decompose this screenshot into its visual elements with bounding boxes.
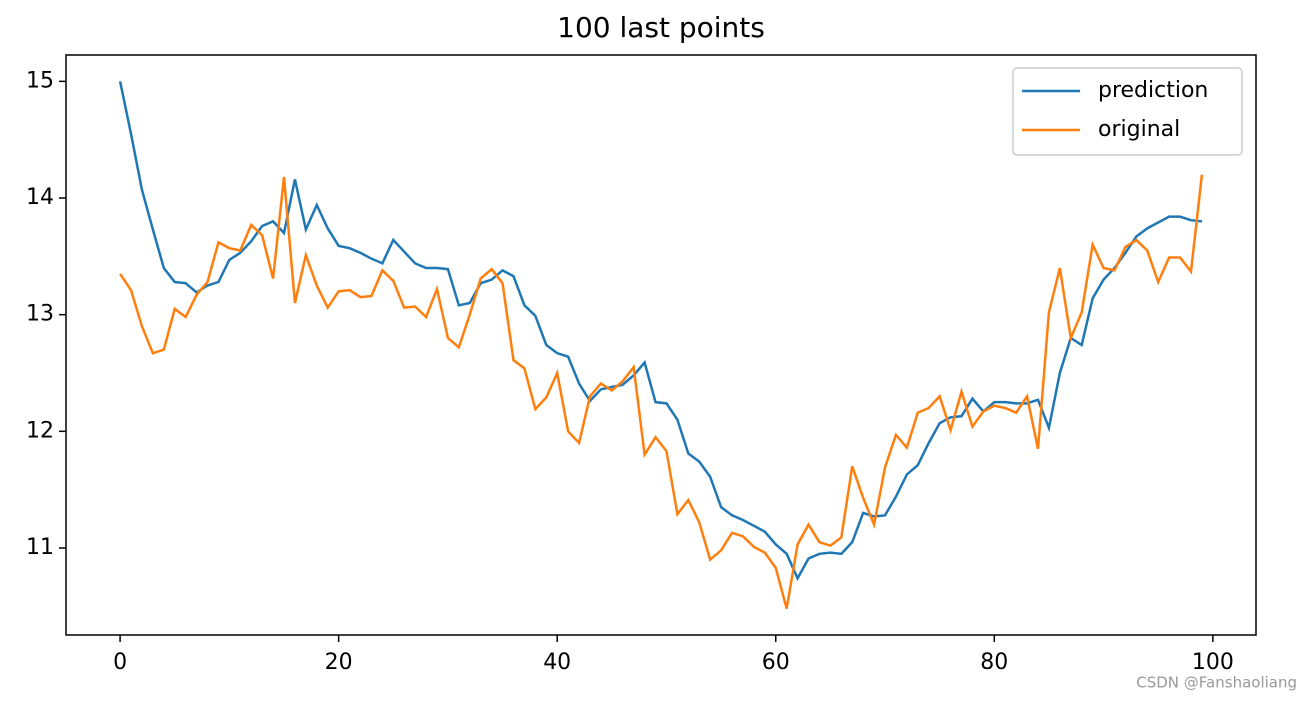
x-tick-label: 40 <box>543 650 571 675</box>
y-tick-label: 15 <box>26 68 54 93</box>
x-tick-label: 0 <box>113 650 127 675</box>
legend-label: original <box>1098 117 1180 142</box>
legend-label: prediction <box>1098 78 1208 103</box>
y-tick-label: 12 <box>26 418 54 443</box>
chart-title: 100 last points <box>557 11 765 44</box>
y-tick-label: 14 <box>26 185 54 210</box>
x-tick-label: 100 <box>1192 650 1234 675</box>
series-line <box>118 81 1203 582</box>
y-tick-label: 13 <box>26 302 54 327</box>
x-tick-label: 60 <box>762 650 790 675</box>
series-line <box>119 174 1204 609</box>
x-tick-label: 80 <box>980 650 1008 675</box>
y-tick-label: 11 <box>26 535 54 560</box>
watermark: CSDN @Fanshaoliang <box>1136 674 1297 692</box>
plot-frame <box>65 54 1257 636</box>
x-tick-label: 20 <box>325 650 353 675</box>
